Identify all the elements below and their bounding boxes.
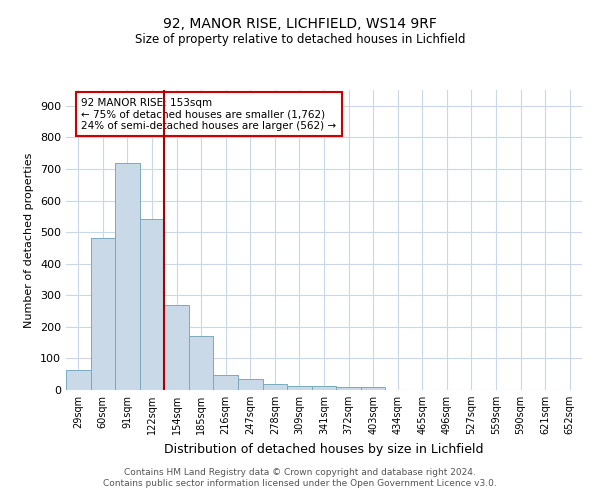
- Bar: [214, 375, 238, 390]
- Bar: [361, 388, 385, 390]
- Bar: [336, 388, 361, 390]
- Bar: [189, 336, 214, 390]
- Bar: [312, 386, 336, 390]
- Text: Contains HM Land Registry data © Crown copyright and database right 2024.
Contai: Contains HM Land Registry data © Crown c…: [103, 468, 497, 487]
- Text: 92, MANOR RISE, LICHFIELD, WS14 9RF: 92, MANOR RISE, LICHFIELD, WS14 9RF: [163, 18, 437, 32]
- Bar: [115, 162, 140, 390]
- Bar: [91, 238, 115, 390]
- Bar: [238, 379, 263, 390]
- Y-axis label: Number of detached properties: Number of detached properties: [25, 152, 34, 328]
- Bar: [140, 220, 164, 390]
- Text: Size of property relative to detached houses in Lichfield: Size of property relative to detached ho…: [135, 32, 465, 46]
- Bar: [164, 304, 189, 390]
- Bar: [287, 386, 312, 390]
- Text: 92 MANOR RISE: 153sqm
← 75% of detached houses are smaller (1,762)
24% of semi-d: 92 MANOR RISE: 153sqm ← 75% of detached …: [82, 98, 337, 130]
- Bar: [263, 384, 287, 390]
- X-axis label: Distribution of detached houses by size in Lichfield: Distribution of detached houses by size …: [164, 442, 484, 456]
- Bar: [66, 370, 91, 390]
